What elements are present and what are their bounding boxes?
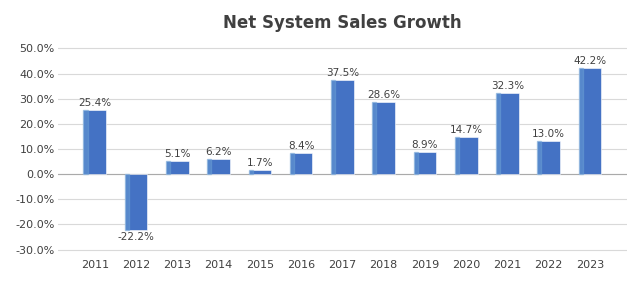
Bar [331, 80, 354, 174]
Text: 13.0%: 13.0% [532, 129, 565, 139]
Bar [455, 137, 477, 174]
Bar [166, 161, 189, 174]
Text: 28.6%: 28.6% [367, 90, 400, 100]
Bar [331, 80, 335, 174]
Bar [207, 158, 211, 174]
Bar [166, 161, 170, 174]
Bar [372, 102, 395, 174]
Bar [290, 153, 312, 174]
Text: 8.4%: 8.4% [288, 141, 314, 151]
Bar [538, 141, 560, 174]
Title: Net System Sales Growth: Net System Sales Growth [223, 13, 461, 32]
Bar [579, 68, 602, 174]
Bar [248, 170, 271, 174]
Text: 14.7%: 14.7% [450, 125, 483, 135]
Bar [83, 110, 88, 174]
Bar [579, 68, 582, 174]
Bar [290, 153, 294, 174]
Text: 6.2%: 6.2% [205, 147, 232, 157]
Bar [207, 158, 230, 174]
Text: 1.7%: 1.7% [246, 158, 273, 168]
Text: 8.9%: 8.9% [412, 140, 438, 150]
Bar [496, 93, 519, 174]
Bar [372, 102, 376, 174]
Bar [455, 137, 459, 174]
Text: 42.2%: 42.2% [573, 56, 607, 66]
Text: 5.1%: 5.1% [164, 149, 191, 159]
Text: 32.3%: 32.3% [491, 81, 524, 91]
Bar [496, 93, 500, 174]
Text: 37.5%: 37.5% [326, 68, 359, 78]
Bar [83, 110, 106, 174]
Bar [248, 170, 253, 174]
Bar [413, 152, 436, 174]
Bar [538, 141, 541, 174]
Bar [125, 174, 147, 230]
Text: 25.4%: 25.4% [78, 98, 111, 108]
Text: -22.2%: -22.2% [118, 233, 154, 242]
Bar [413, 152, 418, 174]
Bar [125, 174, 129, 230]
